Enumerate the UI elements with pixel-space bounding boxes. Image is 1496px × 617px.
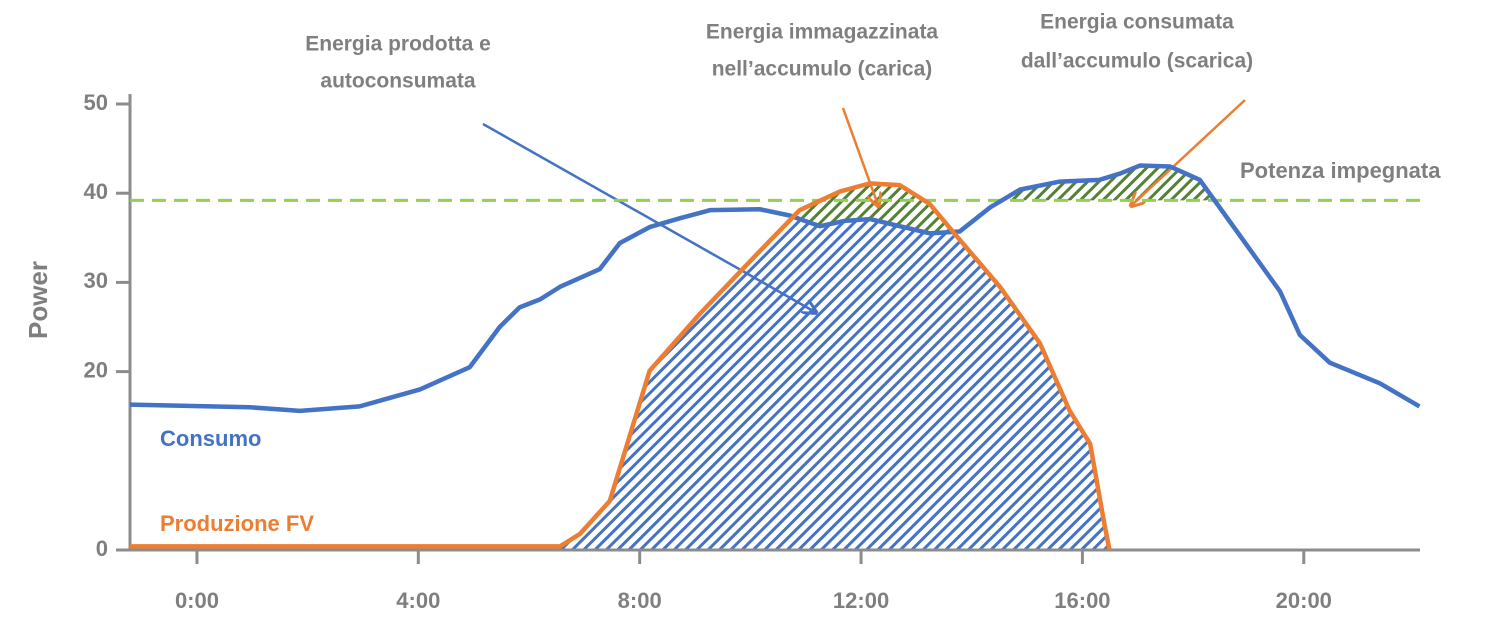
y-tick-label: 0 [96, 536, 108, 561]
annotation: autoconsumata [320, 70, 476, 93]
x-tick-label: 0:00 [175, 588, 219, 613]
reference-label: Potenza impegnata [1240, 158, 1441, 183]
x-tick-label: 4:00 [396, 588, 440, 613]
series-label: Consumo [160, 426, 261, 451]
x-tick-label: 12:00 [833, 588, 889, 613]
self-consumption-area [560, 216, 1109, 551]
y-tick-label: 50 [84, 90, 108, 115]
arrow [482, 122, 815, 312]
series-label: Produzione FV [160, 511, 314, 536]
x-tick-label: 8:00 [618, 588, 662, 613]
y-tick-label: 20 [84, 357, 108, 382]
annotation: dall’accumulo (scarica) [1021, 50, 1253, 73]
discharge-area [944, 165, 1277, 201]
series-line [130, 181, 1112, 551]
y-tick-label: 40 [84, 179, 108, 204]
annotation: Energia immagazzinata [706, 21, 939, 44]
arrow [841, 107, 878, 205]
annotation: nell’accumulo (carica) [712, 58, 933, 81]
annotation: Energia consumata [1040, 11, 1234, 34]
x-tick-label: 16:00 [1054, 588, 1110, 613]
arrow [1132, 99, 1246, 205]
y-axis-label: Power [23, 261, 53, 339]
y-tick-label: 30 [84, 268, 108, 293]
annotation: Energia prodotta e [305, 33, 491, 56]
x-tick-label: 20:00 [1276, 588, 1332, 613]
series-line [129, 163, 1421, 414]
